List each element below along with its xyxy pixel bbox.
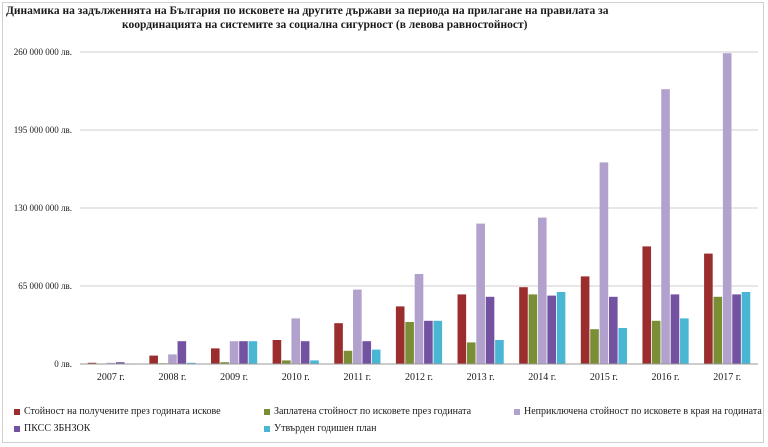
- legend-swatch: [514, 408, 520, 415]
- bar-5: [371, 349, 381, 364]
- bar-3: [168, 354, 177, 364]
- bar-1: [149, 355, 158, 364]
- chart-title: Динамика на задълженията на България по …: [6, 4, 746, 32]
- bar-1: [272, 340, 282, 364]
- legend-item: Утвърден годишен план: [264, 423, 376, 434]
- bar-1: [457, 294, 467, 364]
- bar-3: [722, 53, 732, 364]
- bar-2: [220, 362, 229, 364]
- legend-swatch: [264, 425, 270, 432]
- legend-swatch: [14, 408, 20, 415]
- chart-frame: [2, 2, 764, 443]
- bar-3: [537, 217, 547, 364]
- bar-4: [239, 341, 248, 364]
- x-tick-label: 2009 г.: [220, 372, 248, 383]
- bar-1: [395, 306, 405, 364]
- bar-4: [485, 296, 495, 364]
- bar-2: [651, 320, 661, 364]
- bar-2: [282, 360, 291, 364]
- x-tick-label: 2017 г.: [713, 372, 741, 383]
- bar-2: [343, 350, 353, 364]
- legend-item: ПКСС ЗБНЗОК: [14, 423, 90, 434]
- bar-2: [466, 342, 476, 364]
- bar-5: [618, 328, 628, 364]
- y-tick-label: 0 лв.: [54, 359, 72, 369]
- bar-4: [177, 341, 187, 364]
- bar-1: [704, 253, 713, 364]
- y-tick-label: 260 000 000 лв.: [14, 47, 72, 57]
- y-tick-label: 65 000 000 лв.: [18, 281, 72, 291]
- bar-3: [661, 89, 670, 364]
- x-tick-label: 2012 г.: [405, 372, 433, 383]
- bar-1: [334, 323, 343, 364]
- bar-5: [556, 292, 566, 364]
- bar-1: [210, 348, 220, 364]
- bar-4: [547, 295, 556, 364]
- bar-4: [362, 341, 372, 364]
- bar-4: [609, 296, 618, 364]
- bar-3: [414, 274, 424, 364]
- x-tick-label: 2014 г.: [528, 372, 556, 383]
- bar-4: [300, 341, 310, 364]
- legend-item: Заплатена стойност по исковете през годи…: [264, 406, 471, 417]
- chart-title-line-2: координацията на системите за социална с…: [122, 19, 528, 31]
- legend-label: Неприключена стойност по исковете в края…: [524, 406, 762, 417]
- bar-5: [680, 318, 689, 364]
- bar-3: [599, 162, 609, 364]
- bar-5: [248, 341, 258, 364]
- x-tick-label: 2011 г.: [344, 372, 372, 383]
- legend-item: Неприключена стойност по исковете в края…: [514, 406, 762, 417]
- bar-5: [741, 292, 751, 364]
- x-axis-tick-labels: 2007 г. 2008 г. 2009 г. 2010 г. 2011 г. 2012 …: [97, 372, 741, 383]
- bar-5: [495, 340, 504, 364]
- bar-3: [229, 341, 239, 364]
- legend-label: Утвърден годишен план: [274, 423, 377, 434]
- legend-label: ПКСС ЗБНЗОК: [24, 423, 91, 434]
- legend-label: Заплатена стойност по исковете през годи…: [274, 406, 472, 417]
- bar-3: [106, 362, 116, 364]
- bar-5: [186, 362, 196, 364]
- x-tick-label: 2007 г.: [97, 372, 125, 383]
- bar-1: [642, 246, 652, 364]
- bar-4: [670, 294, 680, 364]
- bar-2: [590, 329, 599, 364]
- x-tick-label: 2016 г.: [652, 372, 680, 383]
- bar-3: [353, 289, 362, 364]
- y-tick-label: 195 000 000 лв.: [14, 125, 72, 135]
- bar-2: [713, 296, 723, 364]
- y-axis-tick-labels: 0 лв. 65 000 000 лв. 130 000 000 лв. 195 00…: [14, 47, 72, 369]
- x-tick-label: 2013 г.: [467, 372, 495, 383]
- bar-4: [115, 362, 125, 364]
- x-tick-label: 2008 г.: [158, 372, 186, 383]
- chart-title-line-1: Динамика на задълженията на България по …: [6, 5, 609, 17]
- bars: [87, 53, 751, 365]
- bar-1: [580, 276, 590, 364]
- bar-1: [519, 287, 528, 364]
- gridlines: [80, 51, 758, 287]
- bar-3: [476, 223, 485, 364]
- legend-swatch: [14, 425, 20, 432]
- bar-5: [310, 360, 319, 364]
- x-tick-label: 2015 г.: [590, 372, 618, 383]
- bar-2: [405, 322, 414, 364]
- legend-swatch: [264, 408, 270, 415]
- bar-3: [291, 318, 301, 364]
- y-tick-label: 130 000 000 лв.: [14, 203, 72, 213]
- bar-1: [87, 362, 97, 364]
- legend-label: Стойност на получените през годината иск…: [24, 406, 221, 417]
- bar-4: [732, 294, 741, 364]
- bar-5: [433, 320, 443, 364]
- x-tick-label: 2010 г.: [282, 372, 310, 383]
- bar-2: [528, 294, 538, 364]
- bar-4: [424, 320, 433, 364]
- legend-item: Стойност на получените през годината иск…: [14, 406, 221, 417]
